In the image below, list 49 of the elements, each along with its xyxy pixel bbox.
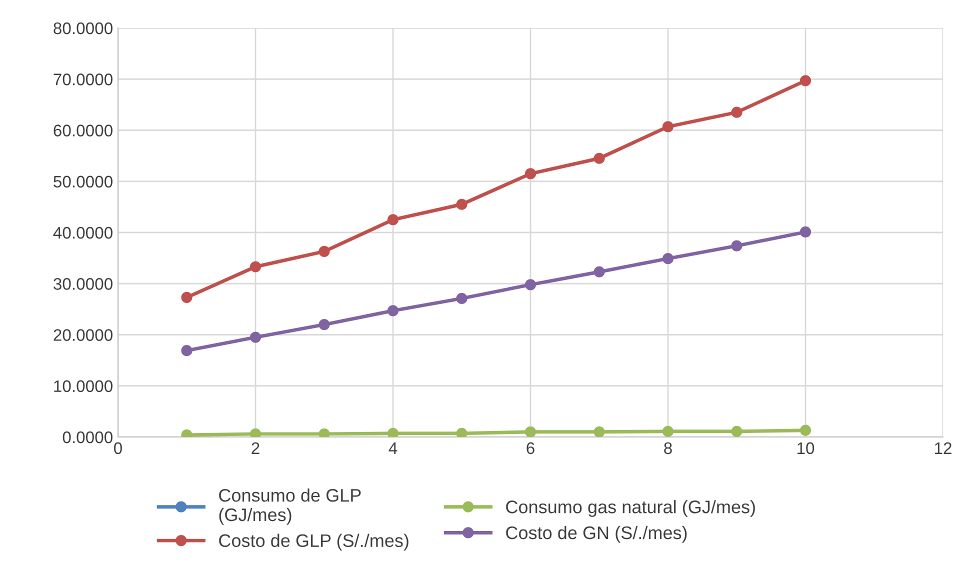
point xyxy=(662,121,674,132)
x-tick-label: 8 xyxy=(664,442,672,454)
point xyxy=(250,332,262,343)
legend-label: Consumo gas natural (GJ/mes) xyxy=(506,500,755,517)
point xyxy=(250,428,262,437)
point xyxy=(731,106,742,118)
point xyxy=(181,345,192,356)
y-tick-label: 0.0000 xyxy=(62,431,112,444)
point xyxy=(800,424,812,436)
x-tick-label: 2 xyxy=(252,442,260,454)
y-tick-label: 20.0000 xyxy=(54,329,112,341)
point xyxy=(662,253,674,264)
point xyxy=(387,428,399,437)
x-tick-label: 10 xyxy=(798,442,814,454)
point xyxy=(524,426,536,437)
point xyxy=(250,261,262,272)
legend-label: Costo de GLP (S/./mes) xyxy=(219,534,408,551)
point xyxy=(524,279,536,290)
point xyxy=(731,240,742,252)
legend-label: Costo de GN (S/./mes) xyxy=(506,526,687,543)
y-tick-label: 80.0000 xyxy=(54,22,112,34)
point xyxy=(662,426,674,437)
point xyxy=(594,152,605,164)
x-tick-label: 6 xyxy=(526,442,534,454)
y-tick-label: 30.0000 xyxy=(54,278,112,290)
point xyxy=(456,428,468,437)
legend-label: Consumo de GLP (GJ/mes) xyxy=(219,488,361,525)
point xyxy=(800,226,812,238)
point xyxy=(387,305,399,316)
y-tick-label: 60.0000 xyxy=(54,124,112,136)
point xyxy=(387,214,399,226)
point xyxy=(594,266,605,278)
point xyxy=(800,75,812,86)
point xyxy=(456,292,468,304)
y-tick-label: 40.0000 xyxy=(53,226,112,239)
point xyxy=(731,426,742,437)
x-tick-label: 0 xyxy=(114,442,122,454)
y-tick-label: 10.0000 xyxy=(54,380,112,392)
point xyxy=(456,198,468,210)
y-tick-label: 50.0000 xyxy=(54,176,112,188)
point xyxy=(594,426,605,437)
point xyxy=(524,168,536,180)
x-tick-label: 4 xyxy=(388,442,398,454)
y-tick-label: 70.0000 xyxy=(54,74,112,86)
point xyxy=(318,246,330,257)
point xyxy=(181,292,192,303)
x-tick-label: 12 xyxy=(935,442,952,454)
point xyxy=(318,318,330,330)
point xyxy=(318,428,330,437)
